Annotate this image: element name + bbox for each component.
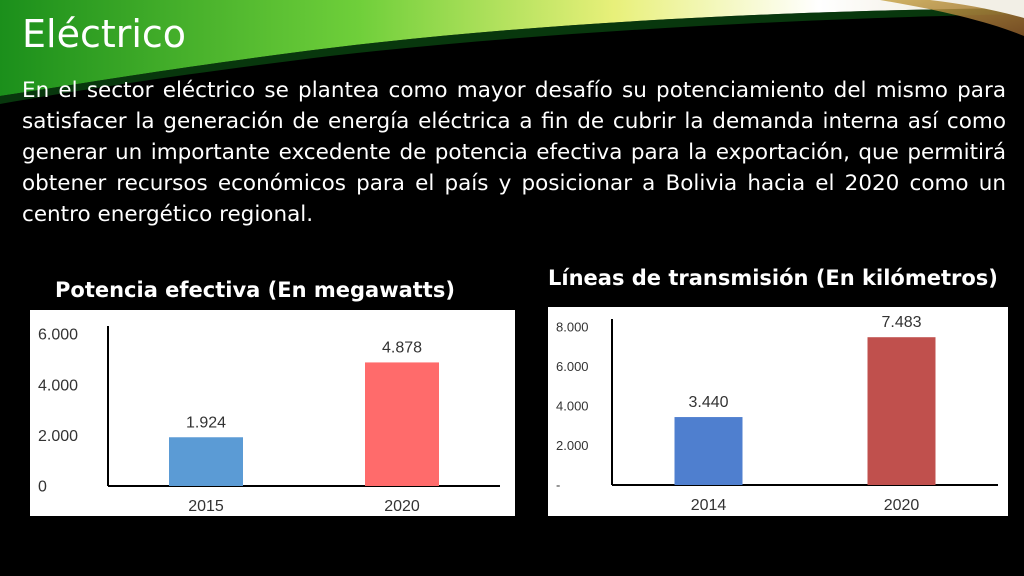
slide-paragraph: En el sector eléctrico se plantea como m… — [22, 78, 1006, 227]
data-label: 1.924 — [186, 414, 226, 431]
y-tick-label: 4.000 — [556, 399, 589, 414]
data-label: 3.440 — [688, 394, 728, 411]
y-tick-label: 6.000 — [556, 359, 589, 374]
x-tick-label: 2020 — [384, 498, 420, 515]
bar — [365, 362, 439, 486]
y-tick-label: - — [556, 478, 560, 493]
chart-lineas-svg: - 2.000 4.000 6.000 8.000 3.440 2014 7.483 2020 — [556, 314, 998, 514]
bar — [867, 337, 936, 485]
data-label: 7.483 — [881, 314, 921, 331]
chart-lineas-transmision: - 2.000 4.000 6.000 8.000 3.440 2014 7.483 2020 — [548, 307, 1008, 516]
chart-title-potencia: Potencia efectiva (En megawatts) — [55, 278, 455, 302]
x-tick-label: 2020 — [884, 497, 920, 514]
bar — [674, 417, 743, 485]
y-tick-label: 0 — [38, 479, 47, 496]
x-tick-label: 2014 — [691, 497, 727, 514]
y-tick-label: 2.000 — [38, 428, 78, 445]
slide-title: Eléctrico — [22, 12, 187, 56]
data-label: 4.878 — [382, 339, 422, 356]
y-tick-label: 2.000 — [556, 438, 589, 453]
chart-title-lineas: Líneas de transmisión (En kilómetros) — [548, 266, 998, 290]
y-tick-label: 6.000 — [38, 327, 78, 344]
y-tick-label: 4.000 — [38, 377, 78, 394]
chart-potencia-efectiva: 0 2.000 4.000 6.000 1.924 2015 4.878 2020 — [30, 310, 515, 516]
x-tick-label: 2015 — [188, 498, 224, 515]
y-tick-label: 8.000 — [556, 320, 589, 335]
chart-potencia-svg: 0 2.000 4.000 6.000 1.924 2015 4.878 2020 — [38, 326, 500, 515]
bar — [169, 437, 243, 486]
